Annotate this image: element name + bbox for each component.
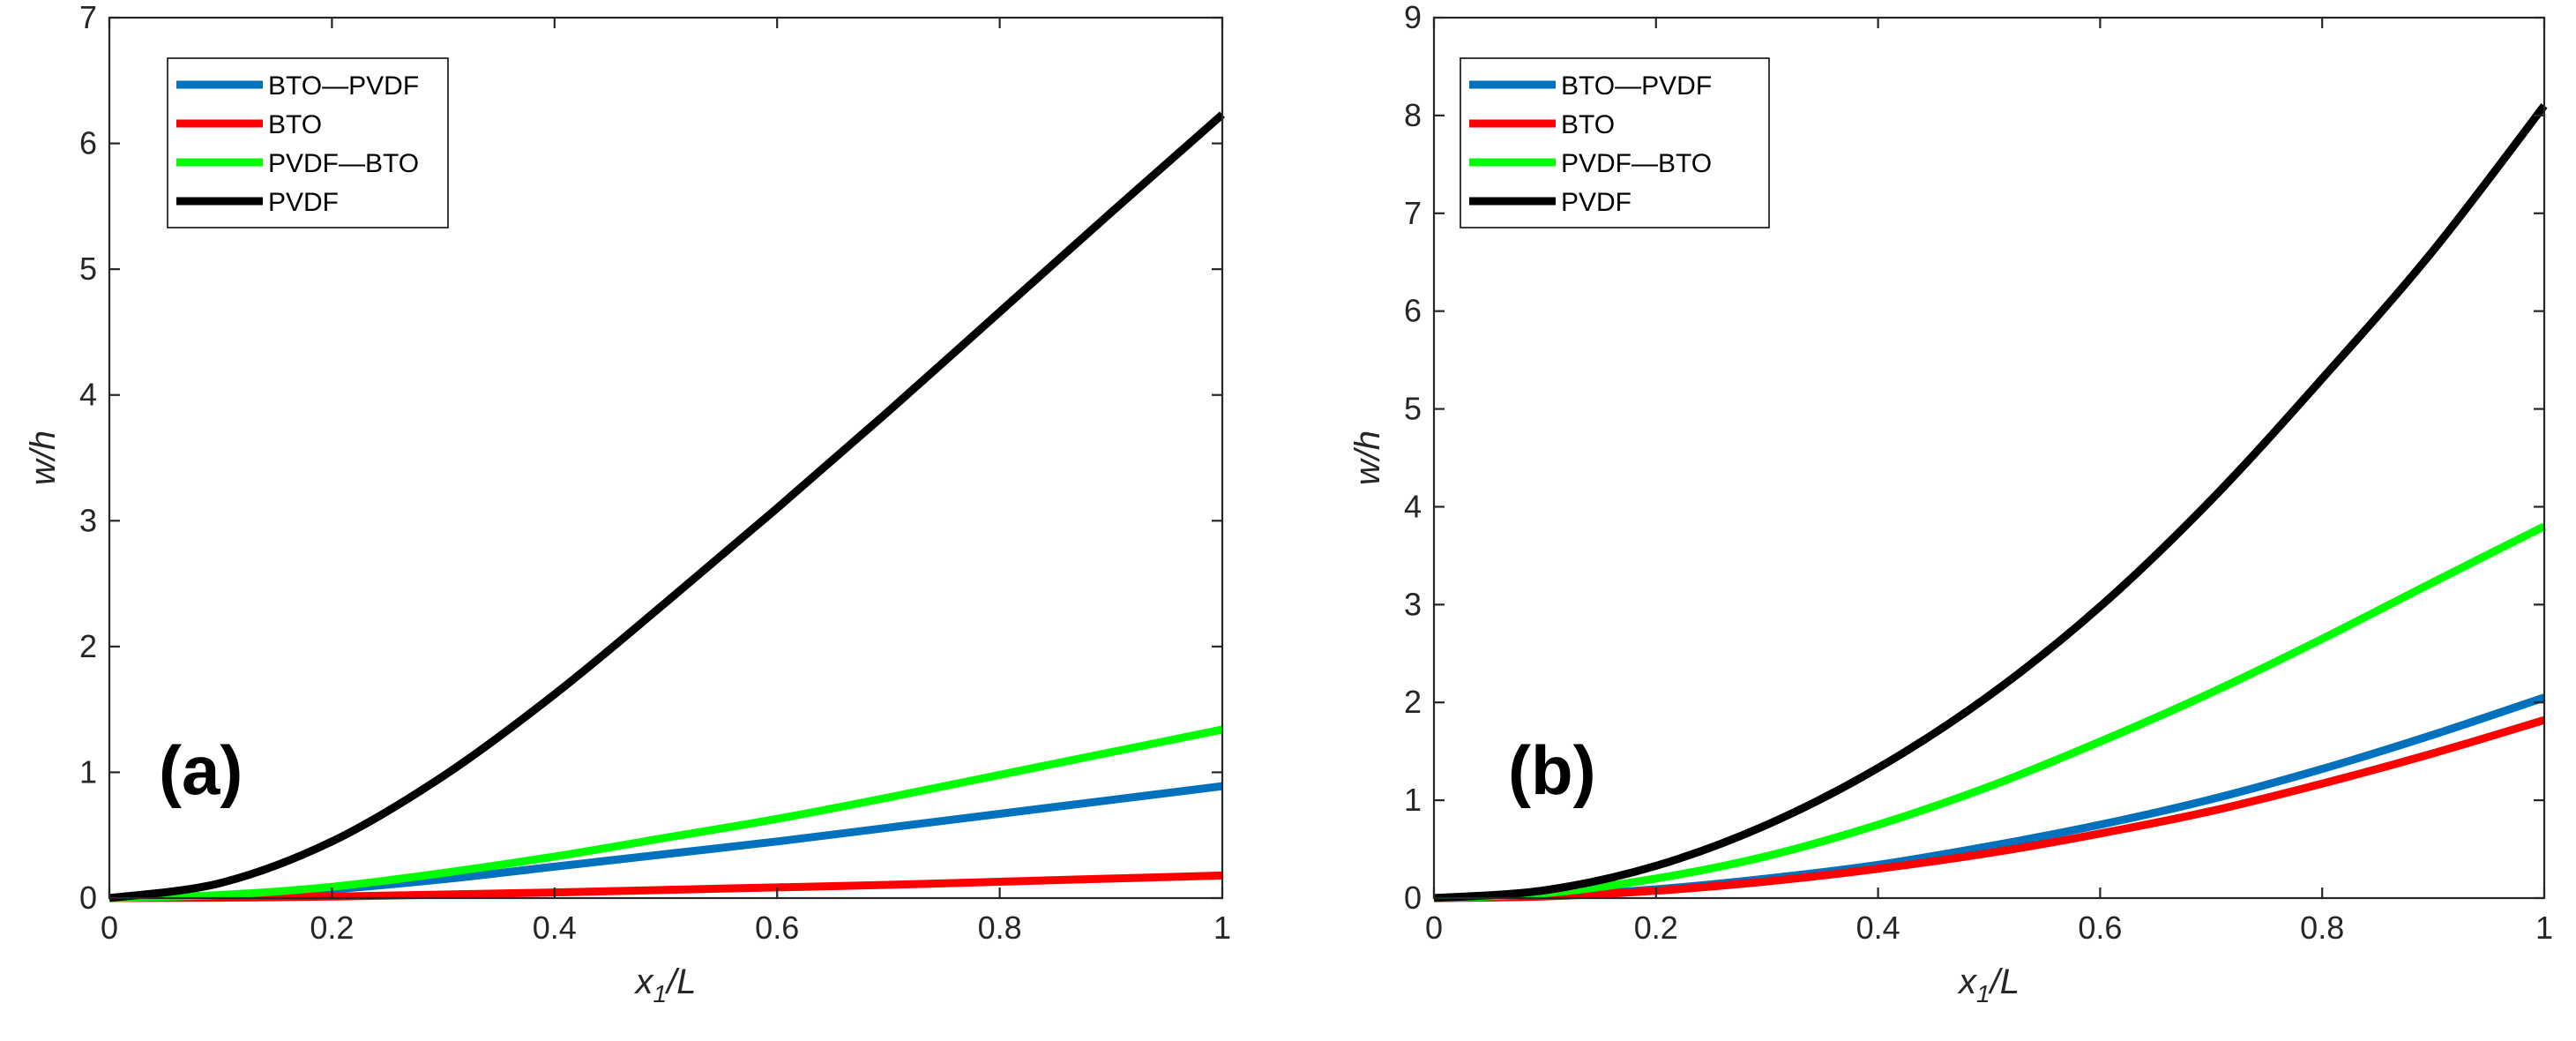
plot-frame — [108, 16, 1224, 900]
plot-frame — [1432, 16, 2546, 900]
y-tick-label: 1 — [79, 753, 97, 790]
y-axis-label: w/h — [24, 431, 63, 485]
x-tick-label: 0.4 — [533, 910, 577, 946]
x-tick-label: 0.2 — [310, 910, 354, 946]
y-tick-label: 4 — [79, 377, 97, 413]
y-tick-label: 5 — [1404, 391, 1422, 427]
legend-entry: PVDF—BTO — [268, 149, 419, 178]
legend-entry: BTO—PVDF — [268, 71, 419, 101]
x-tick-label: 0.6 — [2078, 910, 2122, 946]
legend-entry: PVDF—BTO — [1561, 149, 1712, 178]
x-axis-label: x1/L — [1957, 962, 2020, 1007]
legend-entry: PVDF — [268, 188, 339, 217]
y-axis-label: w/h — [1348, 431, 1387, 485]
y-tick-label: 3 — [1404, 586, 1422, 622]
y-tick-label: 5 — [79, 251, 97, 287]
x-tick-label: 1 — [1213, 910, 1231, 946]
series-group — [108, 111, 1225, 902]
x-tick-label: 0.6 — [755, 910, 799, 946]
y-tick-label: 6 — [79, 125, 97, 161]
x-tick-label: 0.4 — [1856, 910, 1900, 946]
x-tick-label: 0 — [101, 910, 118, 946]
panel-label: (b) — [1508, 731, 1596, 809]
y-tick-label: 9 — [1404, 0, 1422, 35]
y-tick-label: 8 — [1404, 97, 1422, 133]
legend-entry: BTO—PVDF — [1561, 71, 1712, 101]
legend-entry: BTO — [268, 110, 322, 139]
x-axis-label: x1/L — [634, 962, 697, 1007]
chart-panel-a: 0 0.2 0.4 0.6 0.8 101234567x1/Lw/hBTO—PVDFBTO… — [24, 0, 1231, 1007]
y-tick-label: 2 — [1404, 684, 1422, 720]
legend: BTO—PVDF BTO PVDF—BTO PVDF — [1460, 57, 1770, 228]
y-tick-label: 0 — [1404, 880, 1422, 916]
series-line-bto-pvdf — [1433, 693, 2546, 902]
series-line-pvdf — [108, 111, 1225, 902]
series-line-pvdf — [1433, 103, 2548, 902]
y-tick-label: 1 — [1404, 782, 1422, 818]
y-tick-label: 7 — [1404, 195, 1422, 231]
y-tick-label: 0 — [79, 880, 97, 916]
x-tick-label: 0.8 — [978, 910, 1022, 946]
x-tick-label: 0 — [1425, 910, 1443, 946]
x-tick-label: 0.2 — [1634, 910, 1678, 946]
chart-panel-b: 0 0.2 0.4 0.6 0.8 10123456789x1/Lw/hBTO—PVDFB… — [1348, 0, 2553, 1007]
series-group — [1433, 103, 2548, 902]
series-line-pvdf-bto — [1433, 522, 2547, 902]
series-line-bto — [1433, 715, 2546, 902]
legend: BTO—PVDF BTO PVDF—BTO PVDF — [167, 57, 449, 228]
y-tick-label: 7 — [79, 0, 97, 35]
y-tick-label: 2 — [79, 628, 97, 664]
series-line-pvdf-bto — [108, 725, 1223, 902]
y-tick-label: 3 — [79, 502, 97, 538]
y-tick-label: 6 — [1404, 293, 1422, 329]
x-tick-label: 0.8 — [2300, 910, 2344, 946]
legend-entry: BTO — [1561, 110, 1615, 139]
x-tick-label: 1 — [2535, 910, 2553, 946]
series-line-bto — [108, 871, 1223, 902]
panel-label: (a) — [159, 731, 243, 809]
legend-entry: PVDF — [1561, 188, 1631, 217]
y-tick-label: 4 — [1404, 488, 1422, 524]
